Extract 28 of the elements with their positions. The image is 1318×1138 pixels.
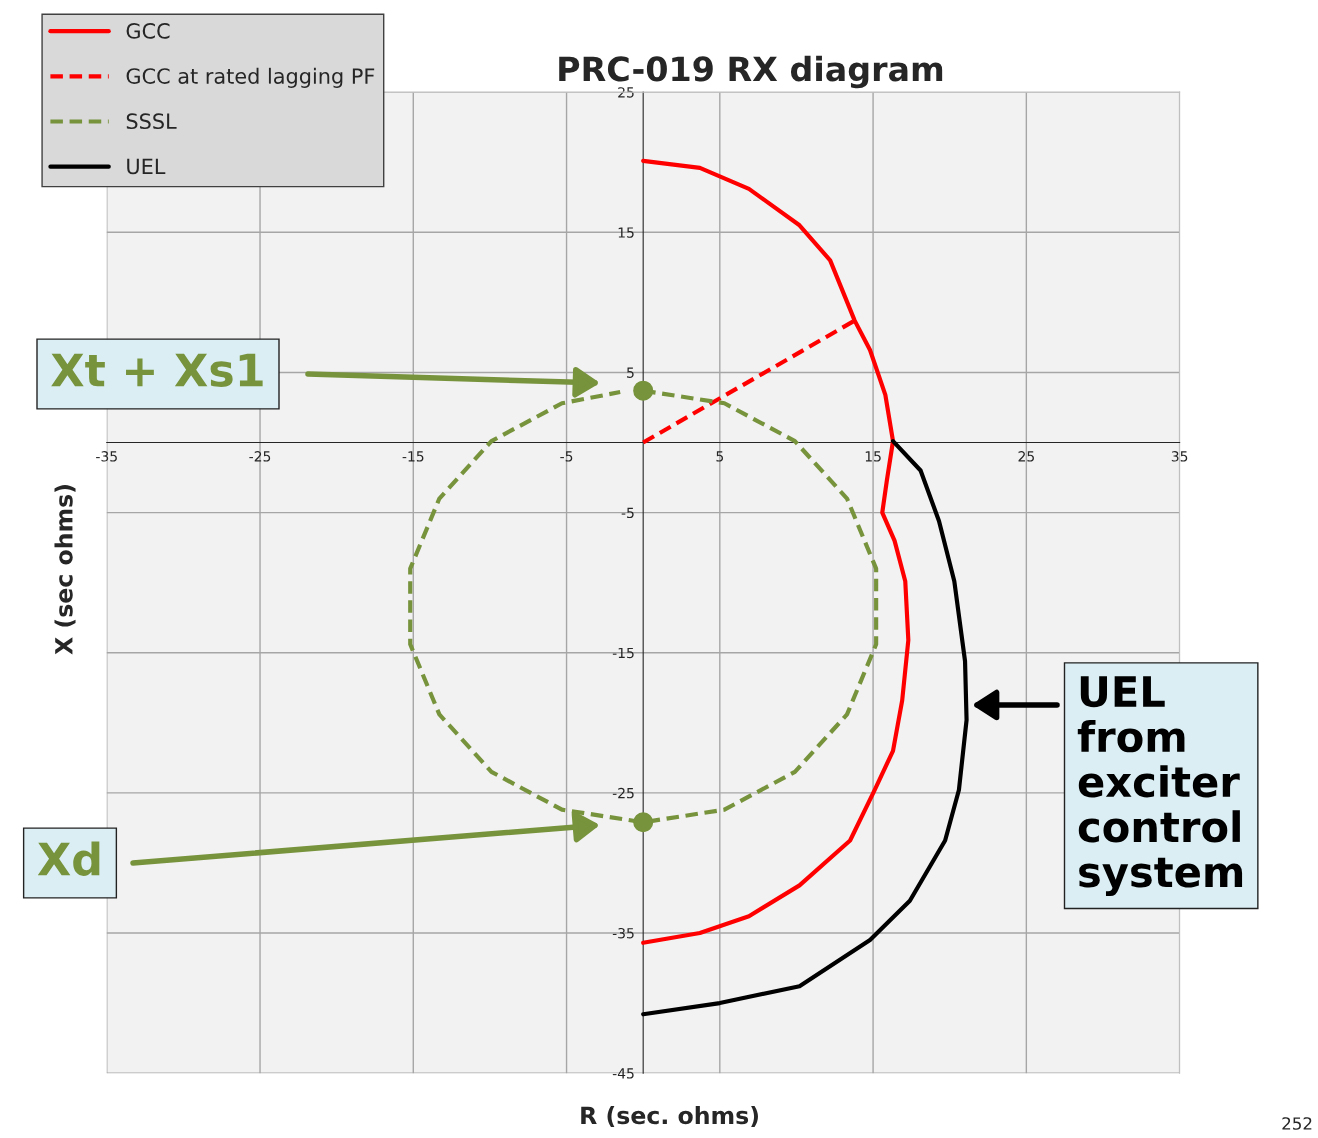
legend-label: GCC xyxy=(126,23,170,39)
y-tick-label: -35 xyxy=(612,927,634,939)
text: Xd xyxy=(37,841,100,876)
x-tick-label: 25 xyxy=(1018,451,1034,462)
x-axis-title: R (sec. ohms) xyxy=(581,1106,758,1128)
x-tick-label: -15 xyxy=(402,451,424,462)
y-tick-label: -5 xyxy=(621,507,634,519)
x-tick-label: 15 xyxy=(865,451,881,462)
y-tick-label: -15 xyxy=(612,647,634,659)
y-tick-label: 25 xyxy=(618,87,634,98)
y-axis-title: X (sec ohms) xyxy=(54,485,76,655)
x-tick-label: -35 xyxy=(96,451,117,462)
x-tick-label: -25 xyxy=(249,451,271,462)
y-tick-label: -25 xyxy=(612,787,634,799)
x-tick-label: 35 xyxy=(1171,451,1188,462)
legend-label: GCC at rated lagging PF xyxy=(126,67,375,88)
text: 252 xyxy=(1282,1117,1312,1130)
y-tick-label: -45 xyxy=(612,1068,634,1079)
y-tick-label: 15 xyxy=(618,227,634,238)
annotation: UEL from exciter control system xyxy=(1077,676,1243,896)
x-tick-label: -5 xyxy=(560,451,573,462)
line-series xyxy=(641,158,911,945)
y-tick-label: 5 xyxy=(627,367,634,378)
x-tick-label: 5 xyxy=(716,451,724,462)
legend-label: SSSL xyxy=(126,113,177,130)
legend-label: UEL xyxy=(127,158,166,175)
annotation: Xt + Xs1 xyxy=(51,353,263,387)
line-series xyxy=(641,439,969,1017)
